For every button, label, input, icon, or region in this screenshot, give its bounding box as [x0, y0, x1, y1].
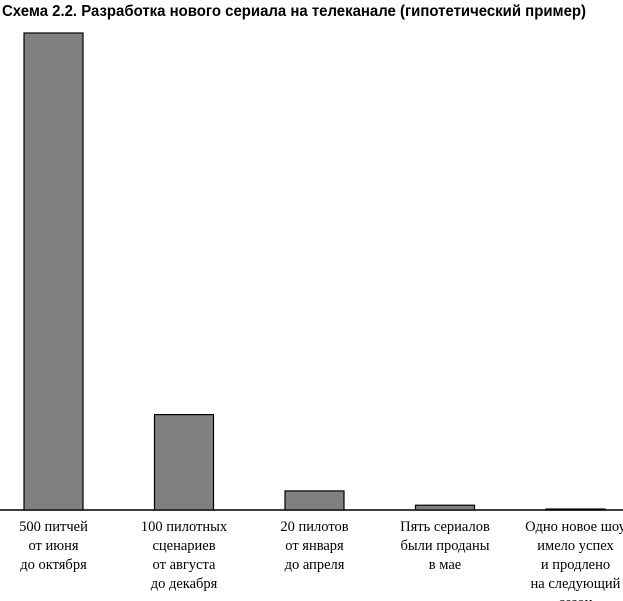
x-tick-label: 20 пилотов от января до апреля — [280, 519, 349, 573]
x-tick-label: Пять сериалов были проданы в мае — [400, 519, 490, 573]
bar — [545, 508, 606, 511]
x-tick-label: Одно новое шоу имело успех и продлено на… — [525, 519, 623, 601]
bar — [153, 414, 215, 511]
bar — [414, 504, 476, 511]
bar — [284, 490, 345, 511]
chart-title: Схема 2.2. Разработка нового сериала на … — [2, 3, 586, 20]
x-tick-label: 500 питчей от июня до октября — [19, 519, 88, 573]
bar — [23, 32, 84, 511]
x-tick-label: 100 пилотных сценариев от августа до дек… — [140, 519, 228, 592]
